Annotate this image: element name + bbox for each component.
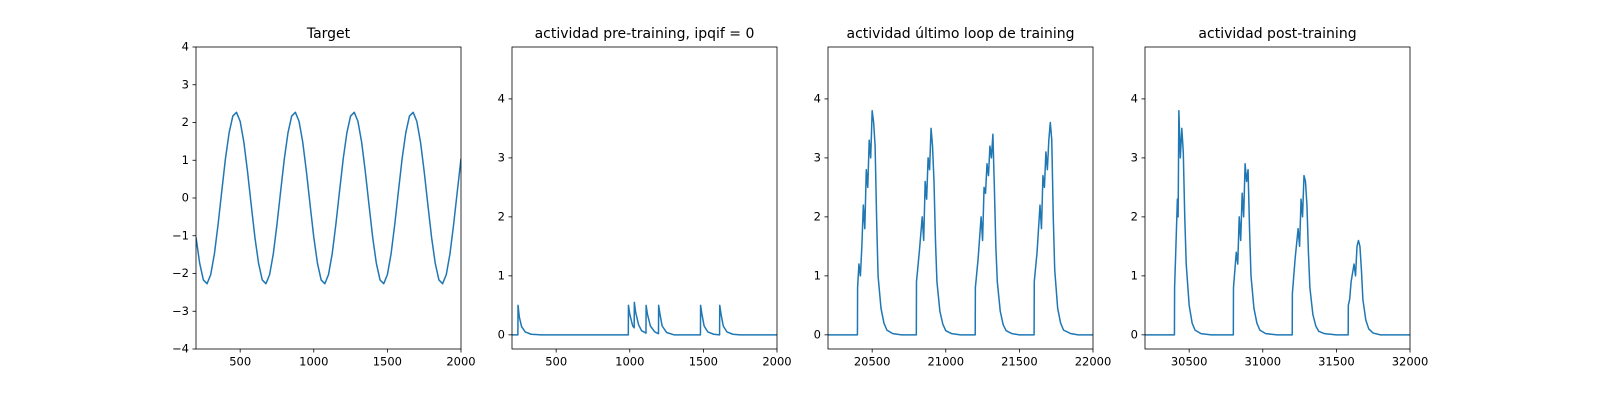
- axes-frame: [511, 46, 778, 350]
- x-tick-label: 22000: [1075, 355, 1112, 369]
- line: [1145, 109, 1410, 336]
- x-tick-label: 1500: [689, 355, 718, 369]
- y-tick-label: −4: [172, 342, 189, 356]
- y-tick-label: 1: [1131, 268, 1138, 282]
- line: [196, 111, 461, 285]
- x-tick-label: 2000: [446, 355, 475, 369]
- line: [828, 109, 1093, 336]
- y-tick-label: −3: [172, 304, 189, 318]
- y-tick-label: 2: [1131, 209, 1138, 223]
- y-tick-label: 4: [1131, 91, 1138, 105]
- x-tick-label: 21000: [927, 355, 964, 369]
- axes-frame: [1144, 46, 1411, 350]
- y-tick-label: 3: [814, 150, 821, 164]
- x-tick-label: 500: [229, 355, 251, 369]
- y-tick-label: 3: [498, 150, 505, 164]
- axes-frame: [827, 46, 1094, 350]
- x-tick-label: 31500: [1318, 355, 1355, 369]
- y-tick-label: 2: [182, 115, 189, 129]
- chart-title: actividad último loop de training: [847, 26, 1075, 42]
- line: [512, 301, 777, 336]
- y-tick-label: 4: [498, 91, 505, 105]
- y-tick-label: −1: [172, 228, 189, 242]
- y-tick-label: 0: [1131, 327, 1138, 341]
- y-tick-label: 4: [182, 40, 189, 54]
- y-tick-label: 2: [814, 209, 821, 223]
- x-tick-label: 1000: [299, 355, 328, 369]
- y-tick-label: 1: [498, 268, 505, 282]
- chart-title: actividad pre-training, ipqif = 0: [535, 26, 755, 42]
- chart-title: Target: [306, 26, 351, 42]
- x-tick-label: 21500: [1001, 355, 1038, 369]
- y-tick-label: 0: [814, 327, 821, 341]
- x-tick-label: 20500: [854, 355, 891, 369]
- x-tick-label: 30500: [1171, 355, 1208, 369]
- y-tick-label: 4: [814, 91, 821, 105]
- x-tick-label: 32000: [1392, 355, 1429, 369]
- x-tick-label: 500: [545, 355, 567, 369]
- x-tick-label: 1500: [373, 355, 402, 369]
- x-tick-label: 1000: [615, 355, 644, 369]
- x-tick-label: 2000: [762, 355, 791, 369]
- x-tick-label: 31000: [1244, 355, 1281, 369]
- y-tick-label: 0: [498, 327, 505, 341]
- y-tick-label: 2: [498, 209, 505, 223]
- y-tick-label: −2: [172, 266, 189, 280]
- y-tick-label: 1: [182, 153, 189, 167]
- y-tick-label: 1: [814, 268, 821, 282]
- chart-title: actividad post-training: [1198, 26, 1356, 42]
- y-tick-label: 3: [182, 77, 189, 91]
- axes-frame: [195, 46, 462, 350]
- y-tick-label: 3: [1131, 150, 1138, 164]
- y-tick-label: 0: [182, 191, 189, 205]
